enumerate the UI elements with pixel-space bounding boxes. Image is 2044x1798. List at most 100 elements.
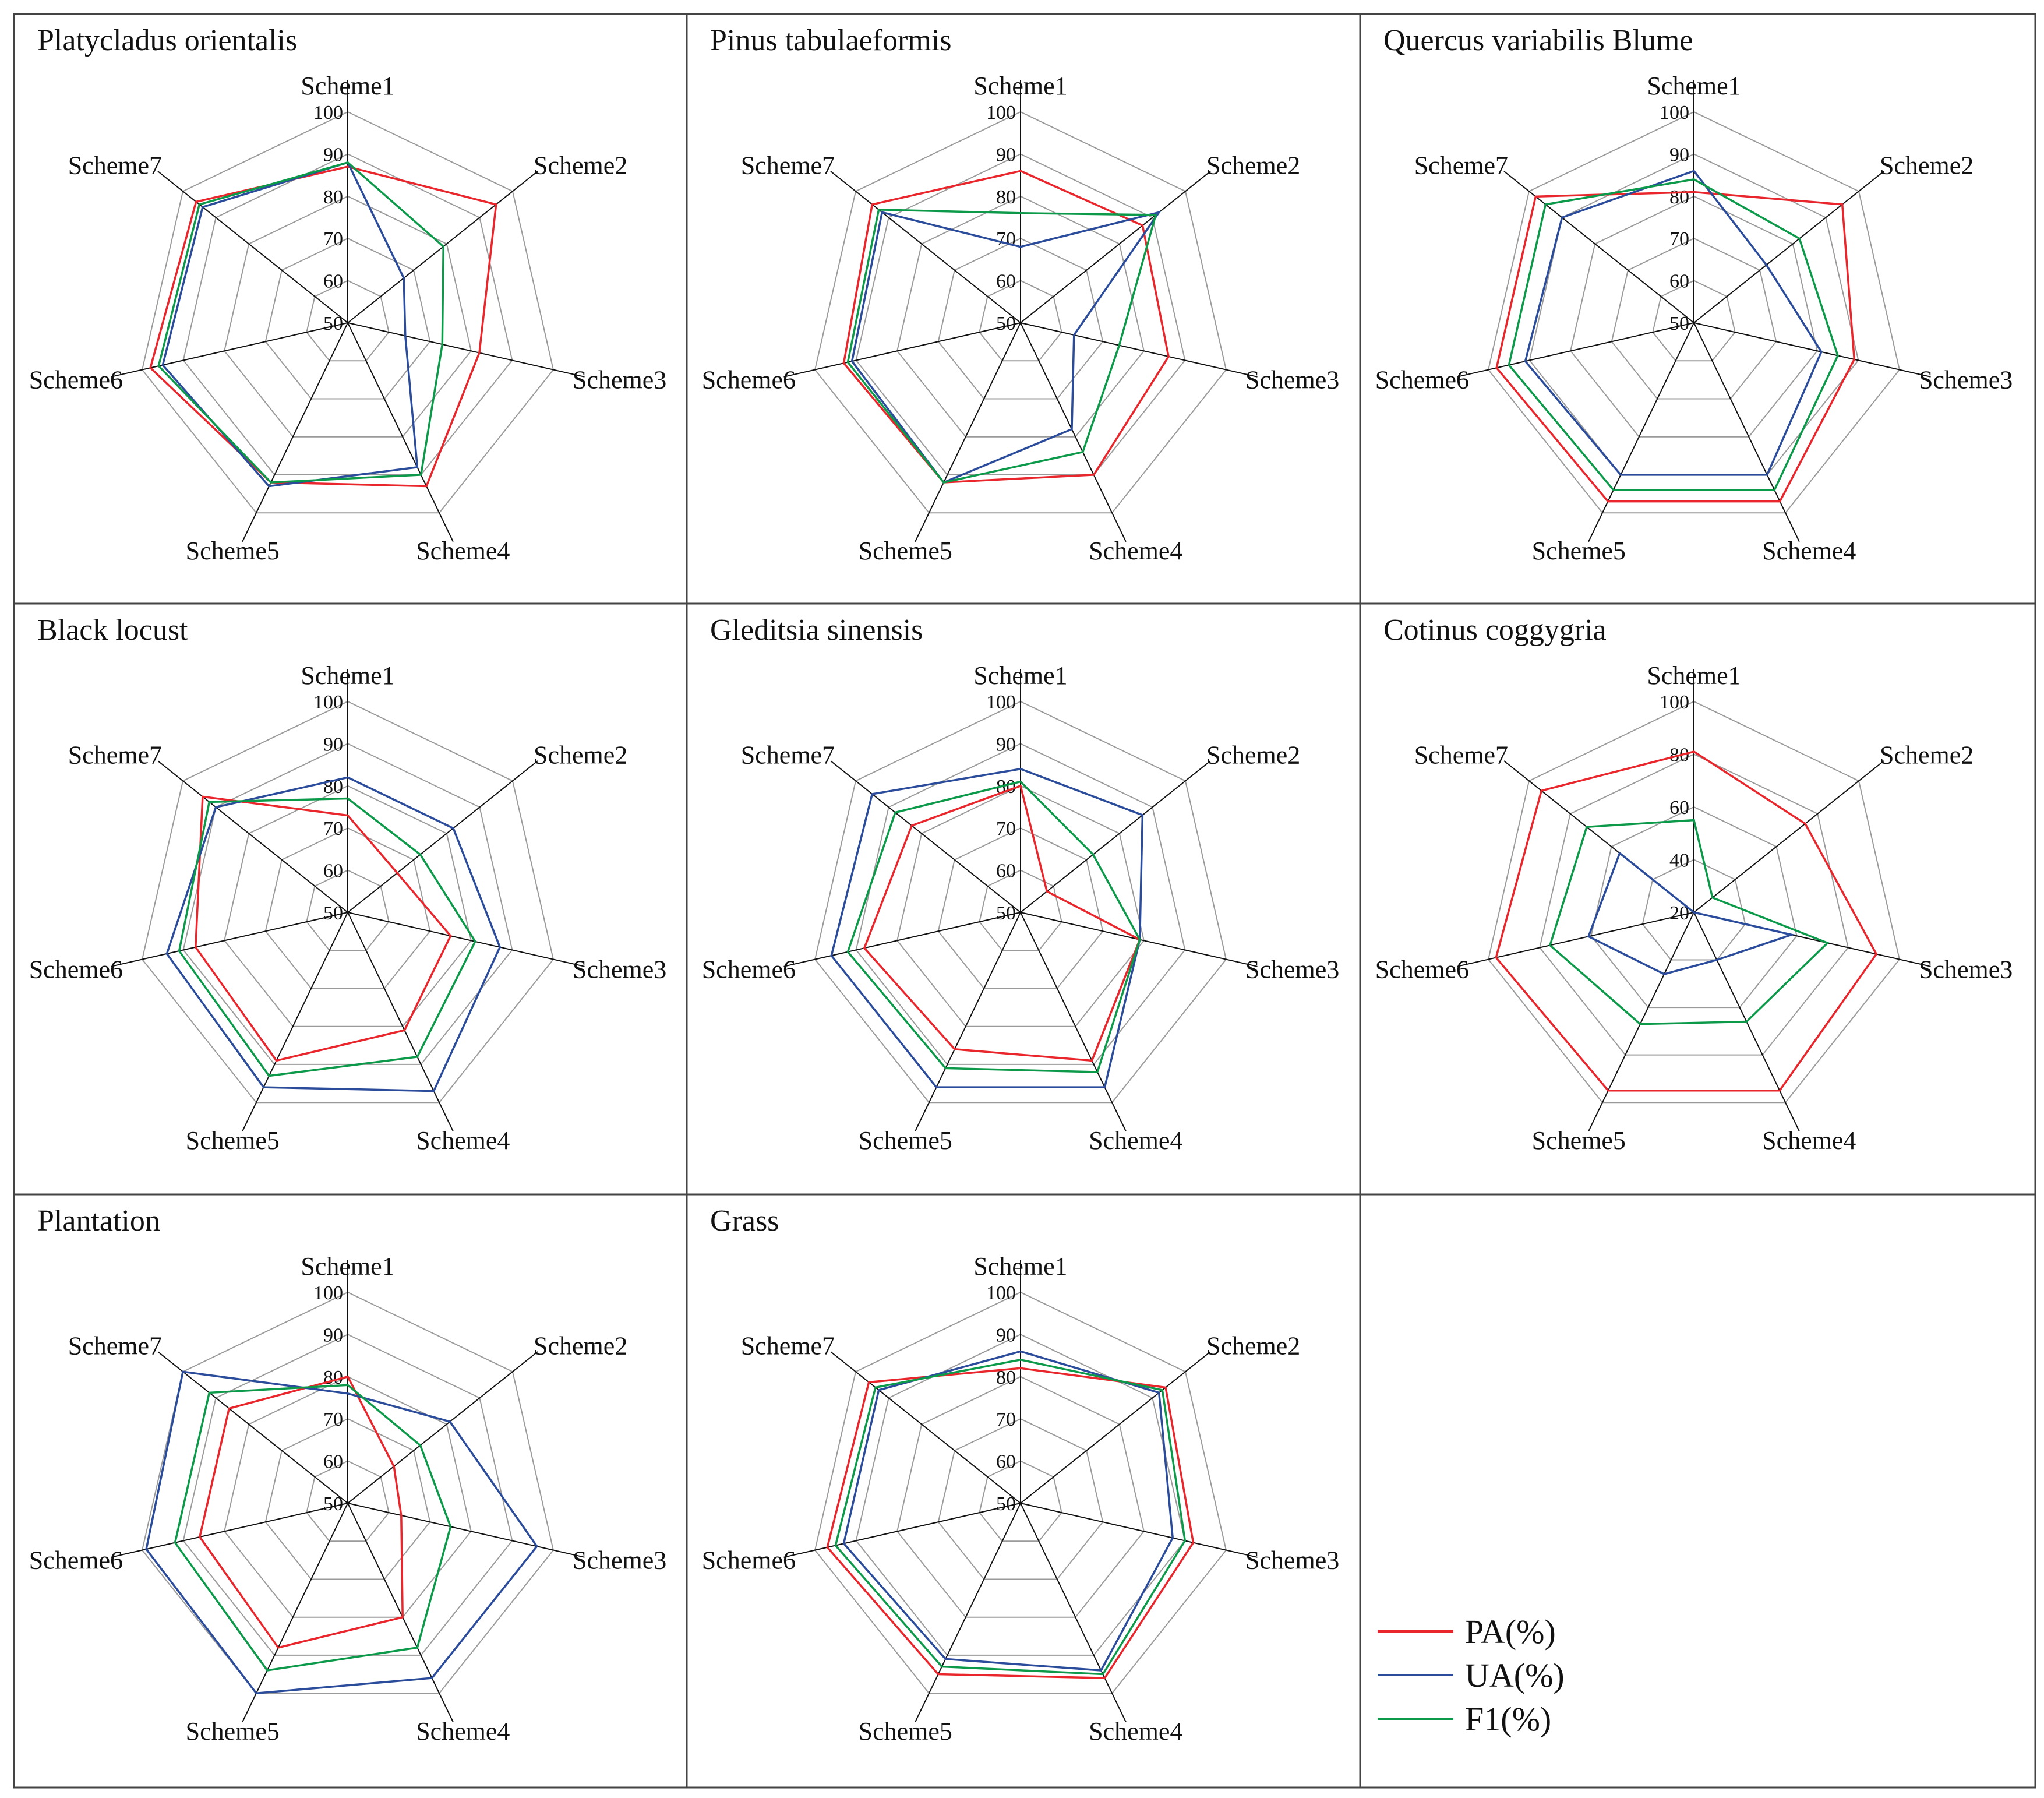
- axis-label: Scheme4: [1762, 1126, 1856, 1155]
- grid-ring: [224, 195, 472, 438]
- radar-panel: Cotinus coggygria20406080100Scheme1Schem…: [1375, 614, 2013, 1155]
- axis-spoke: [783, 322, 1021, 378]
- axis-spoke: [111, 1503, 348, 1558]
- series-line-pa: [149, 165, 497, 488]
- grid-ring: [264, 1418, 431, 1580]
- axis-label: Scheme5: [1532, 537, 1626, 565]
- grid-ring: [896, 785, 1145, 1027]
- axis-spoke: [1020, 912, 1127, 1132]
- axis-spoke: [1020, 1351, 1211, 1504]
- tick-label: 60: [996, 271, 1016, 292]
- tick-label: 70: [996, 818, 1016, 840]
- grid-ring: [264, 238, 431, 400]
- axis-label: Scheme3: [1245, 956, 1339, 984]
- grid-ring: [979, 1460, 1062, 1542]
- axis-spoke: [347, 1503, 585, 1558]
- axis-spoke: [915, 1503, 1021, 1723]
- series-line-ua: [1524, 170, 1823, 476]
- axis-label: Scheme7: [68, 1331, 162, 1360]
- axis-label: Scheme2: [1206, 151, 1300, 179]
- tick-label: 80: [323, 186, 343, 208]
- axis-label: Scheme6: [702, 956, 796, 984]
- legend: PA(%) UA(%) F1(%): [1378, 1613, 1565, 1738]
- tick-label: 90: [323, 144, 343, 165]
- grid-ring: [1652, 280, 1736, 362]
- axis-label: Scheme2: [1206, 741, 1300, 769]
- radar-panel: Platycladus orientalis5060708090100Schem…: [29, 24, 667, 565]
- tick-label: 90: [996, 1324, 1016, 1346]
- axis-label: Scheme4: [1089, 1126, 1182, 1155]
- tick-label: 50: [996, 313, 1016, 334]
- panel-title: Grass: [710, 1204, 779, 1238]
- axis-label: Scheme4: [1762, 537, 1856, 565]
- axis-label: Scheme4: [416, 537, 510, 565]
- series-line-pa: [863, 784, 1141, 1062]
- grid-ring: [142, 700, 554, 1104]
- grid-ring: [1539, 753, 1849, 1056]
- axis-spoke: [1020, 1503, 1258, 1558]
- grid-ring: [855, 1334, 1186, 1656]
- axis-label: Scheme1: [973, 1252, 1067, 1281]
- axis-spoke: [830, 1351, 1021, 1504]
- legend-item: UA(%): [1378, 1656, 1565, 1694]
- grid-ring: [979, 869, 1062, 951]
- series-line-f1: [174, 1384, 452, 1672]
- axis-label: Scheme1: [1647, 661, 1741, 690]
- axis-spoke: [157, 171, 348, 323]
- axis-label: Scheme5: [1532, 1126, 1626, 1155]
- axis-label: Scheme4: [416, 1126, 510, 1155]
- axis-spoke: [1693, 171, 1884, 323]
- axis-spoke: [347, 322, 454, 542]
- axis-label: Scheme7: [741, 1331, 835, 1360]
- grid-ring: [937, 827, 1104, 989]
- axis-label: Scheme5: [186, 1126, 280, 1155]
- grid-ring: [937, 238, 1104, 400]
- grid-ring: [224, 1376, 472, 1618]
- radar-panel: Plantation5060708090100Scheme1Scheme2Sch…: [29, 1204, 667, 1746]
- axis-label: Scheme1: [301, 72, 394, 100]
- panel-title: Cotinus coggygria: [1383, 614, 1607, 647]
- series-line-f1: [1548, 819, 1830, 1025]
- axis-spoke: [1693, 322, 1800, 542]
- tick-label: 50: [323, 902, 343, 924]
- tick-label: 50: [996, 1493, 1016, 1515]
- series-line-ua: [145, 1370, 538, 1695]
- axis-label: Scheme2: [534, 741, 627, 769]
- grid-ring: [1488, 700, 1900, 1104]
- grid-ring: [306, 280, 390, 362]
- tick-label: 100: [986, 102, 1016, 124]
- series-line-ua: [830, 767, 1144, 1088]
- axis-spoke: [915, 322, 1021, 542]
- axis-label: Scheme6: [1375, 956, 1469, 984]
- axis-label: Scheme1: [301, 1252, 394, 1281]
- grid-ring: [182, 1334, 513, 1656]
- grid-ring: [306, 869, 390, 951]
- axis-spoke: [242, 912, 348, 1132]
- radar-panel: Black locust5060708090100Scheme1Scheme2S…: [29, 614, 667, 1155]
- axis-spoke: [347, 1351, 538, 1504]
- axis-spoke: [157, 1351, 348, 1504]
- axis-label: Scheme2: [534, 1331, 627, 1360]
- grid-ring: [855, 153, 1186, 475]
- axis-label: Scheme1: [1647, 72, 1741, 100]
- axis-label: Scheme7: [1414, 741, 1508, 769]
- tick-label: 100: [1660, 692, 1689, 713]
- tick-label: 100: [986, 1282, 1016, 1304]
- legend-item: F1(%): [1378, 1700, 1551, 1738]
- axis-label: Scheme7: [68, 151, 162, 179]
- axis-label: Scheme3: [573, 366, 666, 394]
- tick-label: 50: [1669, 313, 1689, 334]
- axis-label: Scheme2: [1880, 151, 1974, 179]
- axis-spoke: [347, 322, 585, 378]
- axis-label: Scheme5: [859, 1126, 952, 1155]
- series-line-f1: [846, 780, 1141, 1073]
- tick-label: 60: [996, 1451, 1016, 1473]
- axis-label: Scheme6: [29, 956, 123, 984]
- axis-label: Scheme6: [702, 366, 796, 394]
- axis-label: Scheme5: [186, 1717, 280, 1746]
- legend-label: PA(%): [1465, 1613, 1556, 1651]
- radar-panel: Gleditsia sinensis5060708090100Scheme1Sc…: [702, 614, 1340, 1155]
- axis-label: Scheme3: [1919, 956, 2013, 984]
